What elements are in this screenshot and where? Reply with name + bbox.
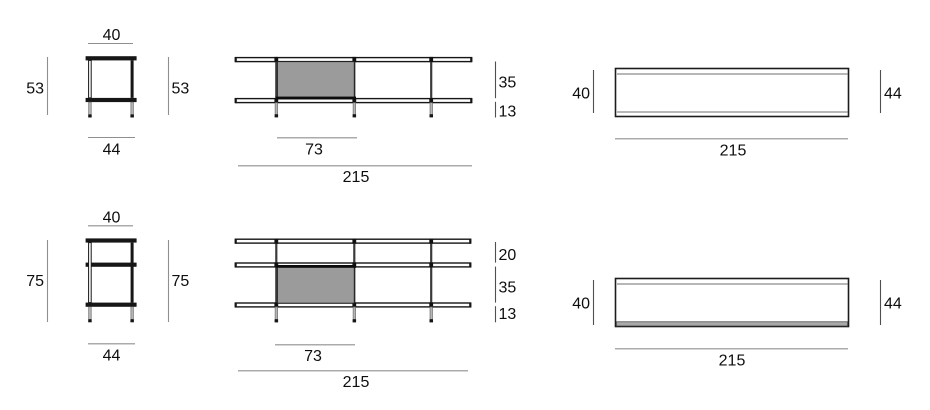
leg-3 [429, 102, 433, 115]
row2-side-view: 40 75 75 44 [26, 210, 189, 365]
left-leg [88, 101, 92, 115]
joint [429, 238, 434, 244]
dim-label-width: 215 [720, 143, 747, 160]
leg-2 [352, 306, 356, 320]
row1-side-view: 40 53 53 44 [26, 27, 189, 159]
leg-1 [274, 102, 278, 115]
row1-top-view: 40 44 215 [572, 67, 902, 160]
shelf-right-cap [470, 98, 473, 104]
joint [352, 302, 357, 308]
top-bar [85, 238, 137, 243]
dim-label-base-width: 44 [103, 348, 121, 365]
top-bar-left-cap [234, 57, 237, 63]
dim-label-width: 215 [719, 353, 746, 370]
module-top-edge [275, 265, 356, 268]
joint [352, 56, 357, 63]
right-post [130, 60, 134, 98]
joint [274, 56, 279, 63]
dim-label-body-height: 35 [499, 75, 517, 92]
left-post [88, 242, 92, 304]
dim-label-depth-left: 40 [572, 86, 590, 103]
middle-bar-right-cap [469, 262, 472, 268]
left-post [88, 59, 92, 99]
dim-label-leg-height: 13 [499, 104, 517, 121]
foot-2 [352, 319, 357, 323]
joint [352, 238, 357, 244]
dim-label-base-width: 44 [103, 142, 121, 159]
top-bar [85, 56, 137, 61]
foot-3 [429, 319, 433, 323]
joint [274, 238, 279, 244]
joint [429, 262, 434, 268]
dim-label-height-left: 53 [26, 81, 44, 98]
shelf-bar [85, 97, 137, 103]
dim-label-leg-height: 13 [499, 306, 517, 323]
right-post [130, 242, 134, 303]
shelf-left-cap [234, 98, 237, 104]
left-leg [88, 306, 92, 320]
panel-front-edge-band [616, 321, 848, 327]
storage-module [276, 61, 355, 100]
panel-outline [614, 67, 850, 118]
joint [429, 302, 434, 308]
right-foot [130, 319, 134, 323]
foot-1 [274, 114, 279, 118]
leg-1 [274, 306, 278, 320]
module-base-edge [275, 96, 356, 100]
dim-label-top-gap: 20 [499, 247, 517, 264]
middle-bar [85, 262, 137, 267]
leg-3 [429, 306, 433, 320]
dim-label-module-width: 73 [304, 348, 322, 365]
dim-label-total-width: 215 [343, 374, 370, 391]
dim-label-height-right: 75 [172, 273, 190, 290]
top-bar-left-cap [234, 238, 237, 244]
left-foot [88, 114, 92, 118]
dim-label-depth-left: 40 [572, 296, 590, 313]
right-leg [130, 101, 134, 115]
row1-front-view: 73 215 35 13 [234, 56, 517, 186]
foot-3 [429, 114, 433, 118]
shelf-bar [85, 302, 137, 307]
dim-label-height-left: 75 [26, 273, 44, 290]
joint [274, 262, 279, 268]
middle-bar-left-cap [234, 262, 237, 268]
leg-2 [352, 102, 356, 115]
shelf-right-cap [469, 302, 472, 308]
top-bar-right-cap [469, 238, 472, 244]
row2-front-view: 73 215 20 35 13 [234, 238, 517, 391]
joint [274, 98, 279, 103]
dim-label-depth-right: 44 [884, 86, 902, 103]
dim-label-height-right: 53 [172, 81, 190, 98]
top-bar-right-cap [470, 57, 473, 63]
dim-label-depth-right: 44 [884, 296, 902, 313]
joint [274, 302, 279, 308]
joint [352, 262, 357, 268]
row2-top-view: 40 44 215 [572, 277, 902, 370]
dim-label-module-width: 73 [305, 142, 323, 159]
dim-label-top-width: 40 [103, 27, 121, 44]
dim-label-top-width: 40 [103, 210, 121, 227]
joint [352, 98, 357, 103]
foot-2 [352, 114, 357, 118]
right-foot [130, 114, 134, 118]
panel-outline [614, 277, 850, 328]
storage-module [276, 266, 355, 304]
right-leg [130, 306, 134, 320]
foot-1 [274, 319, 279, 323]
left-foot [88, 319, 92, 323]
joint [429, 98, 434, 103]
dim-label-body-height: 35 [499, 280, 517, 297]
dim-label-total-width: 215 [343, 169, 370, 186]
shelf-left-cap [234, 302, 237, 308]
joint [429, 56, 434, 63]
